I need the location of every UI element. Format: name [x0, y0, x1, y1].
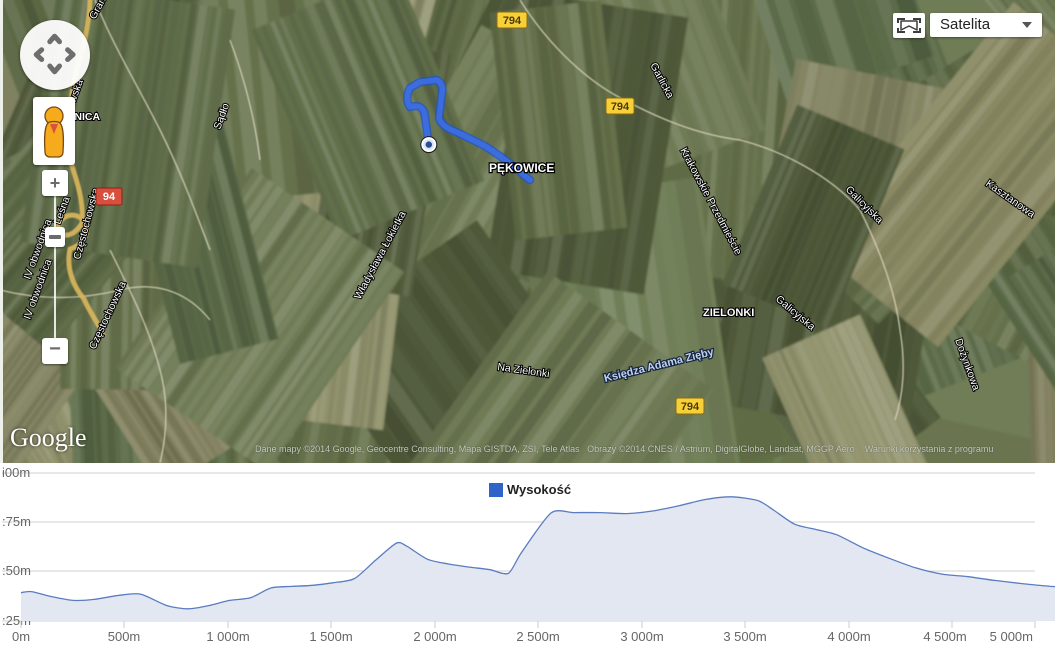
svg-text:500m: 500m [108, 629, 141, 644]
svg-text:794: 794 [611, 101, 630, 113]
svg-text:Wysokość: Wysokość [507, 482, 571, 497]
svg-text:5 000m: 5 000m [990, 629, 1033, 644]
svg-text:1 500m: 1 500m [309, 629, 352, 644]
svg-text:1 000m: 1 000m [206, 629, 249, 644]
svg-text:4 500m: 4 500m [923, 629, 966, 644]
svg-text::50m: :50m [2, 563, 31, 578]
svg-text:0m: 0m [12, 629, 30, 644]
svg-text:94: 94 [103, 191, 116, 203]
svg-text::75m: :75m [2, 514, 31, 529]
svg-text:3 500m: 3 500m [723, 629, 766, 644]
svg-text:4 000m: 4 000m [827, 629, 870, 644]
svg-text:3 000m: 3 000m [620, 629, 663, 644]
svg-text:794: 794 [503, 15, 522, 27]
svg-text:2 500m: 2 500m [516, 629, 559, 644]
svg-text:PĘKOWICE: PĘKOWICE [489, 161, 554, 175]
svg-text:ZIELONKI: ZIELONKI [703, 307, 754, 319]
svg-text:2 000m: 2 000m [413, 629, 456, 644]
svg-text:i00m: i00m [2, 465, 30, 480]
svg-text:794: 794 [681, 401, 700, 413]
